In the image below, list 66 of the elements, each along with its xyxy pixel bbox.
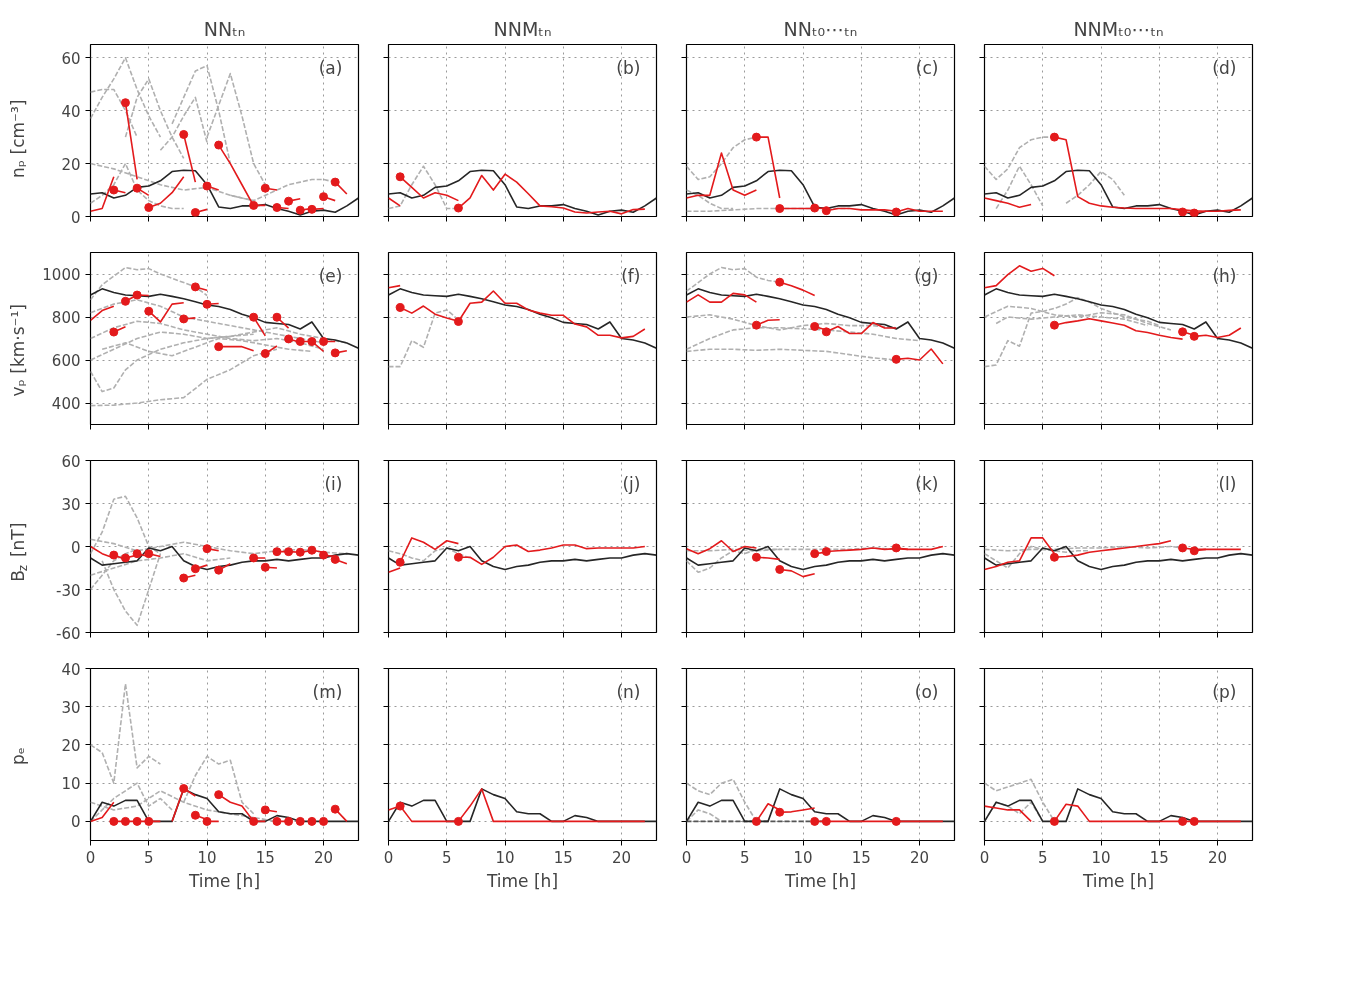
y-axis-title: vₚ [km·s⁻¹] <box>7 304 28 397</box>
y-tick-label: 0 <box>70 538 81 557</box>
x-tick-label: 20 <box>314 848 334 867</box>
annotation: (a) <box>318 58 343 79</box>
x-tick-label: 10 <box>197 848 217 867</box>
y-tick-label: 20 <box>61 155 81 174</box>
x-axis-title: Time [h] <box>783 870 857 891</box>
y-tick-label: 600 <box>51 352 81 370</box>
annotation: (f) <box>621 266 641 287</box>
chart-title: NNMₜ₀⋯ₜₙ <box>1073 17 1164 40</box>
y-tick-label: 40 <box>61 660 81 679</box>
annotation: (d) <box>1212 58 1237 79</box>
y-axis-title: pₑ <box>7 747 28 766</box>
y-tick-label: 30 <box>61 495 81 514</box>
y-tick-label: -60 <box>56 624 81 643</box>
annotation: (j) <box>622 474 641 495</box>
y-tick-label: 40 <box>61 102 81 121</box>
x-axis-title: Time [h] <box>187 870 261 891</box>
y-tick-label: 0 <box>70 208 81 227</box>
x-tick-label: 20 <box>612 848 632 867</box>
x-tick-label: 0 <box>681 848 692 867</box>
chart-title: NNₜ₀⋯ₜₙ <box>783 17 858 40</box>
chart-title: NNₜₙ <box>203 17 246 40</box>
x-tick-label: 10 <box>1091 848 1111 867</box>
x-axis-title: Time [h] <box>485 870 559 891</box>
annotation: (o) <box>914 682 939 703</box>
y-tick-label: 800 <box>51 309 81 327</box>
y-tick-label: -30 <box>56 581 81 600</box>
annotation: (p) <box>1212 682 1237 703</box>
annotation: (i) <box>324 474 343 495</box>
x-tick-label: 15 <box>255 848 275 867</box>
y-tick-label: 10 <box>61 775 81 794</box>
x-tick-label: 15 <box>553 848 573 867</box>
x-tick-label: 0 <box>979 848 990 867</box>
annotation: (l) <box>1218 474 1237 495</box>
annotation: (n) <box>616 682 641 703</box>
x-tick-label: 5 <box>441 848 452 867</box>
annotation: (e) <box>318 266 343 287</box>
x-tick-label: 5 <box>739 848 750 867</box>
x-tick-label: 20 <box>1208 848 1228 867</box>
chart-title: NNMₜₙ <box>493 17 552 40</box>
x-axis-title: Time [h] <box>1081 870 1155 891</box>
y-axis-title: Bz [nT] <box>7 522 30 582</box>
x-tick-label: 20 <box>910 848 930 867</box>
x-tick-label: 10 <box>495 848 515 867</box>
x-tick-label: 5 <box>1037 848 1048 867</box>
y-tick-label: 400 <box>51 395 81 413</box>
y-tick-label: 60 <box>61 452 81 471</box>
x-tick-label: 0 <box>85 848 96 867</box>
annotation: (h) <box>1212 266 1237 287</box>
y-axis-title: nₚ [cm⁻³] <box>7 99 28 178</box>
annotation: (c) <box>915 58 939 79</box>
y-tick-label: 1000 <box>42 266 81 284</box>
x-tick-label: 10 <box>793 848 813 867</box>
y-tick-label: 20 <box>61 736 81 755</box>
y-tick-label: 30 <box>61 698 81 717</box>
annotation: (g) <box>914 266 939 287</box>
x-tick-label: 15 <box>1149 848 1169 867</box>
x-tick-label: 5 <box>143 848 154 867</box>
x-tick-label: 0 <box>383 848 394 867</box>
y-tick-label: 60 <box>61 49 81 68</box>
y-tick-label: 0 <box>70 813 81 832</box>
annotation: (b) <box>616 58 641 79</box>
annotation: (m) <box>312 682 343 703</box>
annotation: (k) <box>915 474 939 495</box>
x-tick-label: 15 <box>851 848 871 867</box>
